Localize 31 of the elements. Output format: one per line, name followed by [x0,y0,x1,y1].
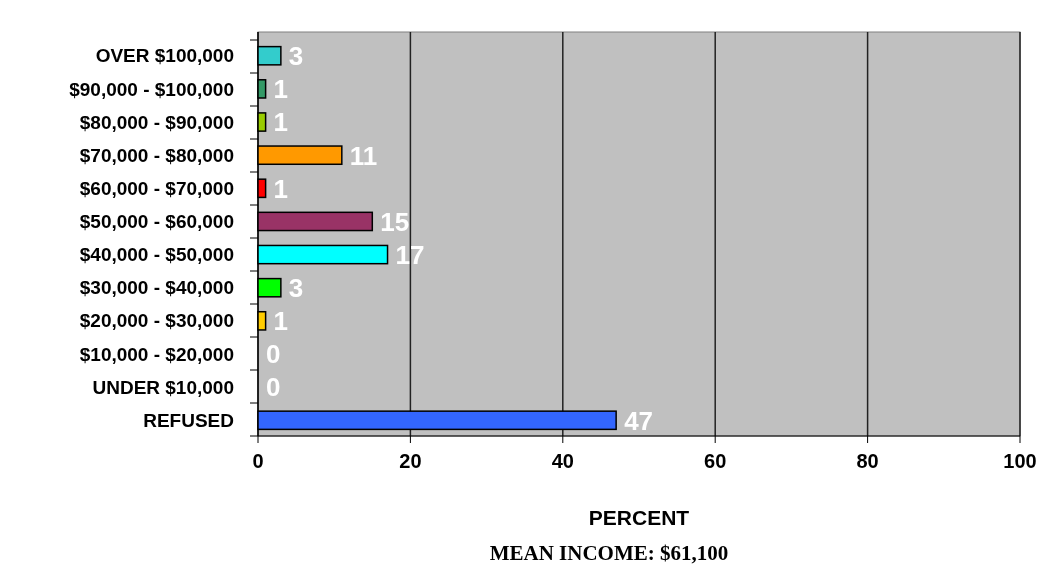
data-label: 1 [273,107,289,138]
x-axis-title: PERCENT [588,506,690,529]
y-tick-label: $50,000 - $60,000 [79,211,234,233]
x-tick-label: 40 [551,450,574,472]
text: MEAN INCOME: $61,100 [489,541,729,565]
y-tick-label: UNDER $10,000 [92,376,234,398]
x-tick-label: 20 [399,450,422,472]
data-label: 1 [273,173,289,204]
y-tick-label: REFUSED [143,409,234,431]
y-tick-label: $20,000 - $30,000 [79,310,234,332]
x-tick-label: 0 [252,450,264,472]
x-tick-label: 80 [856,450,879,472]
x-tick-label: 100 [1003,450,1037,472]
y-tick-label: $70,000 - $80,000 [79,144,234,166]
x-tick-label: 60 [704,450,727,472]
y-tick-label: $60,000 - $70,000 [79,177,234,199]
data-label: 1 [273,306,289,337]
data-label: 15 [380,206,410,237]
data-label: 47 [624,405,654,436]
data-label: 0 [266,339,281,370]
y-tick-label: $80,000 - $90,000 [79,111,234,133]
data-label: 11 [349,140,378,171]
y-tick-label: $90,000 - $100,000 [69,78,234,100]
data-label: 1 [273,74,289,105]
y-tick-label: $30,000 - $40,000 [79,277,234,299]
data-label: 0 [266,372,281,403]
y-tick-label: OVER $100,000 [95,45,234,67]
y-tick-label: $10,000 - $20,000 [79,343,234,365]
data-label: 3 [288,41,304,72]
y-tick-label: $40,000 - $50,000 [79,244,234,266]
data-label: 3 [288,273,304,304]
